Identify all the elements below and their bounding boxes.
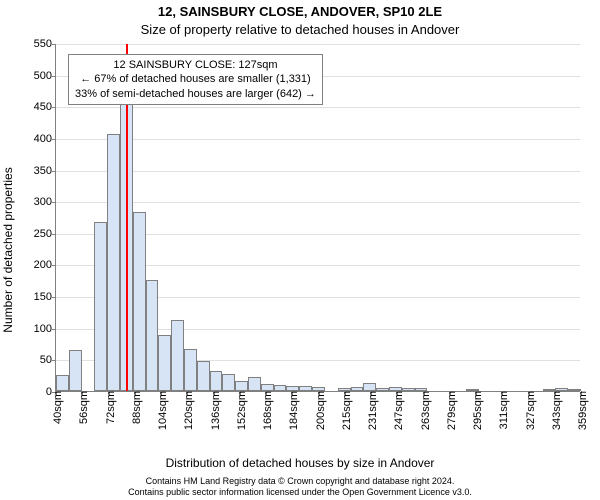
y-tick-label: 550 (34, 38, 56, 50)
annotation-box: 12 SAINSBURY CLOSE: 127sqm← 67% of detac… (68, 54, 323, 105)
histogram-bar (261, 384, 274, 391)
x-tick-label: 279sqm (442, 391, 458, 430)
chart-subtitle: Size of property relative to detached ho… (0, 22, 600, 37)
histogram-bar (197, 361, 210, 391)
histogram-bar (133, 212, 146, 391)
y-tick-label: 450 (34, 101, 56, 113)
x-tick-label: 263sqm (416, 391, 432, 430)
x-tick-label: 200sqm (311, 391, 327, 430)
x-tick-label: 40sqm (48, 391, 64, 424)
histogram-bar (158, 335, 171, 391)
histogram-bar (235, 381, 248, 391)
x-tick-label: 359sqm (573, 391, 589, 430)
x-tick-label: 104sqm (153, 391, 169, 430)
gridline (56, 202, 580, 203)
chart-title: 12, SAINSBURY CLOSE, ANDOVER, SP10 2LE (0, 4, 600, 19)
histogram-bar (94, 222, 107, 391)
histogram-bar (56, 375, 69, 391)
x-tick-label: 311sqm (494, 391, 510, 429)
histogram-bar (363, 383, 376, 391)
histogram-bar (184, 349, 197, 391)
footnote-line-2: Contains public sector information licen… (128, 487, 472, 497)
histogram-bar (210, 371, 223, 391)
footnote-line-1: Contains HM Land Registry data © Crown c… (146, 476, 455, 486)
x-axis-label: Distribution of detached houses by size … (0, 456, 600, 470)
x-tick-label: 215sqm (337, 391, 353, 430)
histogram-bar (146, 280, 159, 391)
gridline (56, 107, 580, 108)
chart-container: 12, SAINSBURY CLOSE, ANDOVER, SP10 2LE S… (0, 0, 600, 500)
plot-area: 05010015020025030035040045050055040sqm56… (55, 44, 580, 392)
annotation-line-3: 33% of semi-detached houses are larger (… (75, 87, 316, 101)
x-tick-label: 136sqm (206, 391, 222, 430)
x-tick-label: 295sqm (468, 391, 484, 430)
annotation-line-2: ← 67% of detached houses are smaller (1,… (75, 72, 316, 86)
y-tick-label: 250 (34, 228, 56, 240)
x-tick-label: 184sqm (284, 391, 300, 430)
gridline (56, 44, 580, 45)
histogram-bar (69, 350, 82, 391)
histogram-bar (171, 320, 184, 391)
y-tick-label: 400 (34, 133, 56, 145)
x-tick-label: 56sqm (74, 391, 90, 424)
gridline (56, 171, 580, 172)
histogram-bar (248, 377, 261, 391)
y-tick-label: 500 (34, 70, 56, 82)
x-tick-label: 152sqm (232, 391, 248, 430)
chart-footnote: Contains HM Land Registry data © Crown c… (0, 476, 600, 498)
y-axis-label: Number of detached properties (1, 167, 15, 332)
x-tick-label: 327sqm (521, 391, 537, 430)
x-tick-label: 72sqm (101, 391, 117, 424)
y-tick-label: 100 (34, 323, 56, 335)
x-tick-label: 247sqm (389, 391, 405, 430)
histogram-bar (222, 374, 235, 391)
x-tick-label: 231sqm (363, 391, 379, 430)
y-tick-label: 300 (34, 196, 56, 208)
x-tick-label: 88sqm (127, 391, 143, 424)
annotation-line-1: 12 SAINSBURY CLOSE: 127sqm (75, 58, 316, 72)
x-tick-label: 343sqm (547, 391, 563, 430)
y-tick-label: 350 (34, 165, 56, 177)
y-tick-label: 150 (34, 291, 56, 303)
y-tick-label: 50 (40, 354, 56, 366)
y-tick-label: 200 (34, 259, 56, 271)
x-tick-label: 168sqm (258, 391, 274, 430)
x-tick-label: 120sqm (179, 391, 195, 430)
histogram-bar (107, 134, 120, 391)
gridline (56, 139, 580, 140)
